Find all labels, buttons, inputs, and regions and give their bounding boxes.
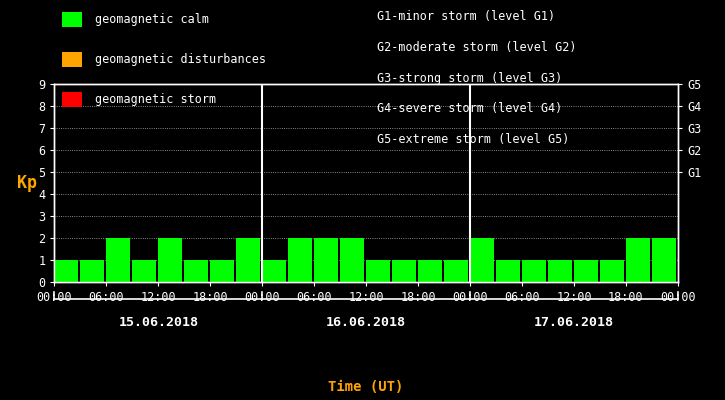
Bar (366, 260, 390, 282)
Text: 15.06.2018: 15.06.2018 (118, 316, 199, 329)
Bar (210, 260, 234, 282)
Bar (522, 260, 546, 282)
Bar (652, 238, 676, 282)
Text: geomagnetic storm: geomagnetic storm (95, 93, 216, 106)
Bar (132, 260, 156, 282)
Bar (54, 260, 78, 282)
Bar (340, 238, 364, 282)
Text: G2-moderate storm (level G2): G2-moderate storm (level G2) (377, 41, 576, 54)
Text: G3-strong storm (level G3): G3-strong storm (level G3) (377, 72, 563, 85)
Bar (184, 260, 208, 282)
Text: 17.06.2018: 17.06.2018 (534, 316, 614, 329)
Text: G4-severe storm (level G4): G4-severe storm (level G4) (377, 102, 563, 115)
Text: G5-extreme storm (level G5): G5-extreme storm (level G5) (377, 133, 569, 146)
Text: geomagnetic disturbances: geomagnetic disturbances (95, 53, 266, 66)
Text: G1-minor storm (level G1): G1-minor storm (level G1) (377, 10, 555, 23)
Bar (548, 260, 572, 282)
Bar (600, 260, 624, 282)
Text: 16.06.2018: 16.06.2018 (326, 316, 406, 329)
Bar (107, 238, 130, 282)
Bar (80, 260, 104, 282)
Bar (626, 238, 650, 282)
Bar (470, 238, 494, 282)
Bar (574, 260, 598, 282)
Text: geomagnetic calm: geomagnetic calm (95, 13, 209, 26)
Bar (392, 260, 416, 282)
Bar (444, 260, 468, 282)
Bar (158, 238, 182, 282)
Bar (496, 260, 520, 282)
Bar (314, 238, 338, 282)
Y-axis label: Kp: Kp (17, 174, 37, 192)
Bar (262, 260, 286, 282)
Bar (288, 238, 312, 282)
Bar (236, 238, 260, 282)
Text: Time (UT): Time (UT) (328, 380, 404, 394)
Bar (418, 260, 442, 282)
